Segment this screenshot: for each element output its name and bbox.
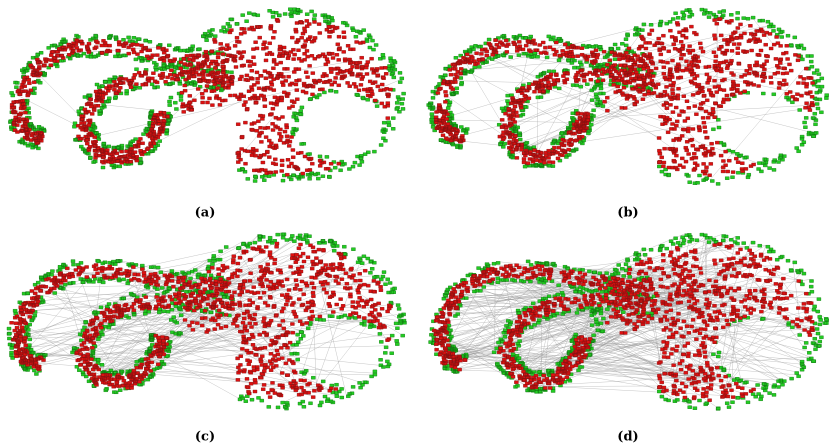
panel (8, 7, 406, 183)
panel-label: (a) (195, 206, 216, 221)
panel-label: (d) (617, 430, 638, 445)
interior-points (9, 241, 393, 399)
panel (6, 232, 407, 411)
interior-points (9, 18, 393, 177)
panel-label: (c) (195, 430, 215, 445)
boundary-points (8, 7, 406, 183)
interior-points (432, 242, 815, 402)
panel (426, 7, 829, 186)
panel (428, 232, 829, 411)
panel-label: (b) (617, 206, 638, 221)
interior-points (433, 17, 815, 177)
